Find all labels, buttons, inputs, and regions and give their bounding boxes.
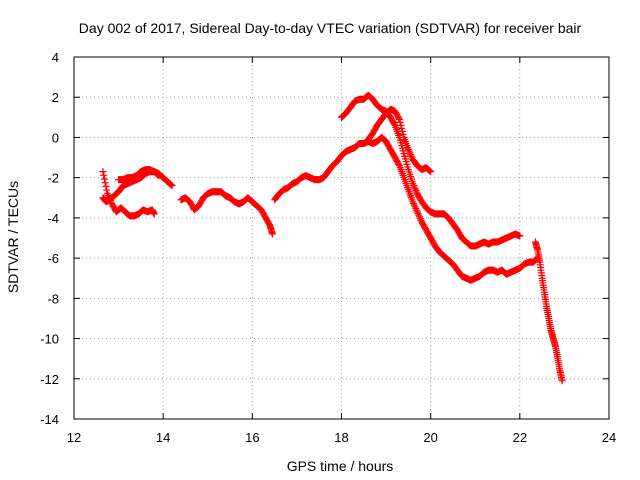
data-point: [416, 213, 424, 221]
data-point: [415, 211, 423, 219]
y-tick-label: 0: [52, 130, 59, 145]
data-point: [407, 151, 415, 159]
data-point: [167, 181, 175, 189]
y-tick-label: -10: [40, 332, 59, 347]
data-point: [516, 232, 524, 240]
series-arc-5: [271, 133, 542, 284]
data-point: [427, 168, 435, 176]
x-tick-label: 18: [334, 430, 348, 445]
plot-frame: [73, 56, 610, 420]
data-point: [101, 179, 109, 187]
data-point: [416, 215, 424, 223]
series-arc-6: [338, 91, 524, 250]
data-point: [100, 171, 108, 179]
data-point: [412, 205, 420, 213]
data-point: [406, 149, 414, 157]
series-arc-3: [115, 166, 163, 184]
data-point: [414, 210, 422, 218]
data-point: [411, 203, 419, 211]
x-tick-label: 24: [602, 430, 616, 445]
data-point: [410, 183, 418, 191]
y-tick-label: -2: [47, 171, 59, 186]
chart-title: Day 002 of 2017, Sidereal Day-to-day VTE…: [79, 20, 582, 36]
series-arc-8: [531, 238, 566, 385]
data-point: [397, 121, 405, 129]
data-point: [100, 175, 108, 183]
data-point: [99, 168, 107, 176]
y-tick-label: -14: [40, 412, 59, 427]
x-tick-label: 12: [67, 430, 81, 445]
data-point: [410, 181, 418, 189]
x-tick-label: 14: [156, 430, 170, 445]
x-axis-label: GPS time / hours: [287, 458, 394, 474]
data-point: [409, 198, 417, 206]
data-point: [413, 188, 421, 196]
series-arc-2: [99, 168, 176, 206]
y-tick-label: 2: [52, 90, 59, 105]
y-tick-label: -8: [47, 291, 59, 306]
data-point: [413, 208, 421, 216]
data-point: [155, 172, 163, 180]
data-point: [410, 199, 418, 207]
data-point: [413, 206, 421, 214]
series-arc-4: [177, 188, 276, 238]
data-point: [417, 216, 425, 224]
y-axis-label: SDTVAR / TECUs: [5, 181, 21, 293]
data-point: [405, 147, 413, 155]
y-tick-label: 4: [52, 50, 59, 65]
data-point: [150, 210, 158, 218]
data-point: [395, 114, 403, 122]
data-point: [558, 377, 566, 385]
data-point: [404, 146, 412, 154]
data-point: [411, 185, 419, 193]
data-point: [153, 170, 161, 178]
data-point: [409, 180, 417, 188]
data-point: [390, 120, 398, 128]
y-tick-label: -6: [47, 251, 59, 266]
data-point: [399, 130, 407, 138]
data-point: [103, 190, 111, 198]
x-tick-label: 22: [513, 430, 527, 445]
data-point: [398, 124, 406, 132]
data-point: [167, 180, 175, 188]
data-point: [396, 118, 404, 126]
data-point: [168, 182, 176, 190]
data-point: [268, 230, 276, 238]
data-point: [398, 127, 406, 135]
data-point: [425, 166, 433, 174]
x-tick-label: 16: [245, 430, 259, 445]
data-point: [154, 171, 162, 179]
data-point: [410, 201, 418, 209]
data-point: [103, 186, 111, 194]
data-point: [412, 186, 420, 194]
data-point: [407, 152, 415, 160]
y-tick-label: -12: [40, 372, 59, 387]
data-point: [395, 115, 403, 123]
data-point: [102, 182, 110, 190]
x-tick-label: 20: [423, 430, 437, 445]
data-point: [426, 167, 434, 175]
y-tick-label: -4: [47, 211, 59, 226]
data-point: [395, 160, 403, 168]
series-arc-7: [364, 105, 435, 176]
data-points: [99, 91, 566, 385]
